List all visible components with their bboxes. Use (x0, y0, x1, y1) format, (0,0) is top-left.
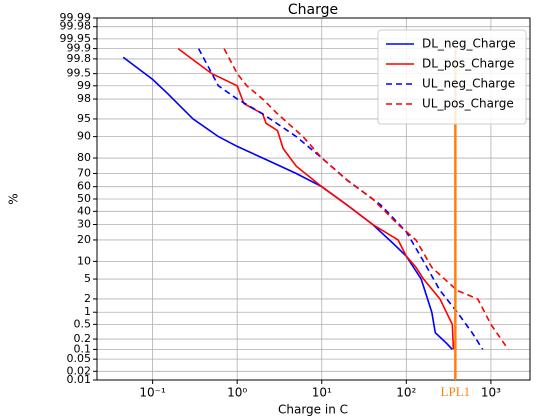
y-tick-label: 99.95 (60, 32, 92, 45)
y-tick-label: 80 (77, 151, 91, 164)
legend-label: DL_neg_Charge (422, 37, 516, 51)
legend-label: UL_neg_Charge (422, 77, 515, 91)
y-tick-label: 0.5 (74, 317, 92, 330)
x-tick-label: 10⁻¹ (139, 386, 166, 400)
y-tick-label: 99.98 (60, 20, 92, 33)
y-tick-label: 0.01 (67, 373, 92, 386)
x-axis-label: Charge in C (278, 403, 348, 417)
y-tick-label: 20 (77, 233, 91, 246)
y-tick-label: 50 (77, 192, 91, 205)
legend-label: UL_pos_Charge (422, 97, 514, 111)
x-tick-label: 10³ (481, 386, 501, 400)
y-tick-label: 60 (77, 180, 91, 193)
reference-label: LPL1 (441, 384, 471, 399)
series-line (223, 48, 509, 350)
y-tick-label: 30 (77, 218, 91, 231)
y-tick-label: 95 (77, 112, 91, 125)
x-tick-label: 10² (396, 386, 416, 400)
y-tick-label: 98 (77, 92, 91, 105)
chart-title: Charge (288, 2, 338, 18)
y-tick-label: 99 (77, 79, 91, 92)
legend-label: DL_pos_Charge (422, 57, 514, 71)
y-tick-label: 99.99 (60, 11, 92, 24)
y-tick-label: 40 (77, 204, 91, 217)
y-tick-label: 0.2 (74, 332, 92, 345)
y-tick-label: 99.8 (67, 52, 92, 65)
y-tick-label: 70 (77, 166, 91, 179)
y-tick-label: 99.9 (67, 42, 92, 55)
y-tick-label: 10 (77, 254, 91, 267)
y-tick-label: 90 (77, 130, 91, 143)
y-tick-label: 99.5 (67, 67, 92, 80)
x-tick-label: 10¹ (312, 386, 332, 400)
y-tick-label: 5 (84, 272, 91, 285)
x-tick-label: 10⁰ (227, 386, 247, 400)
y-tick-label: 0.05 (67, 352, 92, 365)
y-axis-label: % (7, 193, 21, 204)
y-tick-label: 1 (84, 305, 91, 318)
y-tick-label: 0.1 (74, 342, 92, 355)
y-tick-label: 2 (84, 292, 91, 305)
y-tick-label: 0.02 (67, 364, 92, 377)
plot-frame (96, 17, 531, 381)
legend-box (377, 29, 527, 125)
